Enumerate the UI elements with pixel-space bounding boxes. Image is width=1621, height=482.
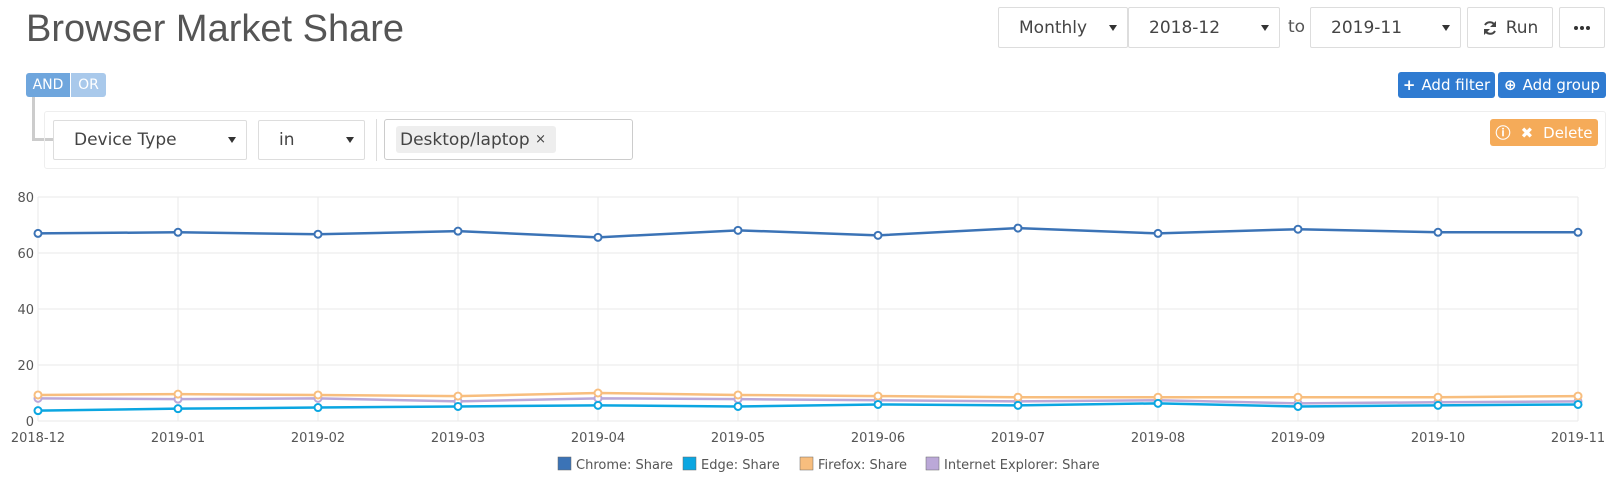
x-tick-label: 2019-02	[291, 431, 345, 446]
and-toggle[interactable]: AND	[26, 73, 70, 97]
or-toggle[interactable]: OR	[71, 73, 106, 97]
delete-button[interactable]: ⓘ ✖ Delete	[1490, 119, 1598, 146]
value-tag: Desktop/laptop ×	[396, 126, 556, 153]
data-point	[1573, 399, 1583, 409]
value-input[interactable]	[384, 119, 633, 160]
series-line	[37, 397, 1579, 405]
x-tick-label: 2019-07	[991, 431, 1045, 446]
period-select[interactable]: Monthly	[998, 7, 1128, 48]
y-tick-label: 0	[26, 415, 34, 430]
group-connector	[32, 97, 54, 141]
legend-swatch	[799, 456, 814, 471]
data-point	[453, 391, 463, 401]
data-point	[873, 230, 883, 240]
data-point	[1293, 224, 1303, 234]
divider	[376, 119, 377, 161]
x-tick-label: 2019-09	[1271, 431, 1325, 446]
y-tick-label: 20	[17, 359, 34, 374]
x-tick-label: 2019-11	[1551, 431, 1605, 446]
data-point	[593, 388, 603, 398]
data-point	[173, 389, 183, 399]
run-button[interactable]: Run	[1467, 7, 1553, 48]
delete-label: Delete	[1543, 123, 1593, 142]
to-select[interactable]: 2019-11	[1310, 7, 1461, 48]
series-line	[37, 402, 1579, 412]
data-point	[1013, 223, 1023, 233]
add-filter-button[interactable]: + Add filter	[1398, 72, 1495, 98]
data-point	[33, 228, 43, 238]
refresh-icon	[1483, 20, 1496, 35]
data-point	[313, 403, 323, 413]
x-tick-label: 2019-05	[711, 431, 765, 446]
x-tick-label: 2019-01	[151, 431, 205, 446]
data-point	[1293, 401, 1303, 411]
y-tick-label: 80	[17, 191, 34, 206]
field-select[interactable]: Device Type	[53, 120, 247, 160]
data-point	[453, 401, 463, 411]
more-button[interactable]	[1559, 7, 1605, 48]
x-tick-label: 2018-12	[11, 431, 65, 446]
page-title: Browser Market Share	[26, 8, 405, 50]
remove-tag[interactable]: ×	[535, 132, 546, 147]
data-point	[1293, 392, 1303, 402]
data-point	[1573, 391, 1583, 401]
data-point	[313, 229, 323, 239]
x-tick-label: 2019-10	[1411, 431, 1465, 446]
data-point	[1153, 398, 1163, 408]
x-tick-label: 2019-04	[571, 431, 625, 446]
filter-panel	[44, 111, 1606, 169]
data-point	[873, 399, 883, 409]
x-tick-label: 2019-03	[431, 431, 485, 446]
data-point	[1013, 392, 1023, 402]
legend-label: Firefox: Share	[818, 458, 907, 473]
x-tick-label: 2019-06	[851, 431, 905, 446]
add-group-button[interactable]: ⊕ Add group	[1498, 72, 1606, 98]
data-point	[1433, 227, 1443, 237]
y-tick-label: 40	[17, 303, 34, 318]
data-point	[733, 390, 743, 400]
data-point	[33, 406, 43, 416]
x-tick-label: 2019-08	[1131, 431, 1185, 446]
legend-swatch	[557, 456, 572, 471]
chart: 0 20 40 60 80 2018-12 2019-01 2019-02 2019-03 201…	[11, 191, 1605, 473]
data-point	[1433, 392, 1443, 402]
to-label: to	[1288, 17, 1306, 37]
run-label: Run	[1505, 17, 1539, 38]
legend-label: Internet Explorer: Share	[944, 458, 1100, 473]
data-point	[733, 225, 743, 235]
operator-select[interactable]: in	[258, 120, 365, 160]
series-line	[37, 391, 1579, 399]
from-select[interactable]: 2018-12	[1128, 7, 1280, 48]
data-point	[313, 390, 323, 400]
value-tag-label: Desktop/laptop	[400, 129, 530, 150]
data-point	[173, 404, 183, 414]
data-point	[173, 227, 183, 237]
legend-swatch	[925, 456, 940, 471]
data-point	[1433, 400, 1443, 410]
add-group-label: Add group	[1522, 76, 1600, 94]
data-point	[453, 226, 463, 236]
legend-swatch	[682, 456, 697, 471]
data-point	[593, 232, 603, 242]
legend-label: Edge: Share	[701, 458, 780, 473]
data-point	[1153, 228, 1163, 238]
data-point	[1013, 400, 1023, 410]
data-point	[733, 401, 743, 411]
data-point	[873, 391, 883, 401]
legend-label: Chrome: Share	[576, 458, 673, 473]
data-point	[593, 400, 603, 410]
series-line	[37, 226, 1578, 239]
data-point	[1573, 227, 1583, 237]
data-point	[33, 390, 43, 400]
add-filter-label: Add filter	[1421, 76, 1491, 94]
y-tick-label: 60	[17, 247, 34, 262]
